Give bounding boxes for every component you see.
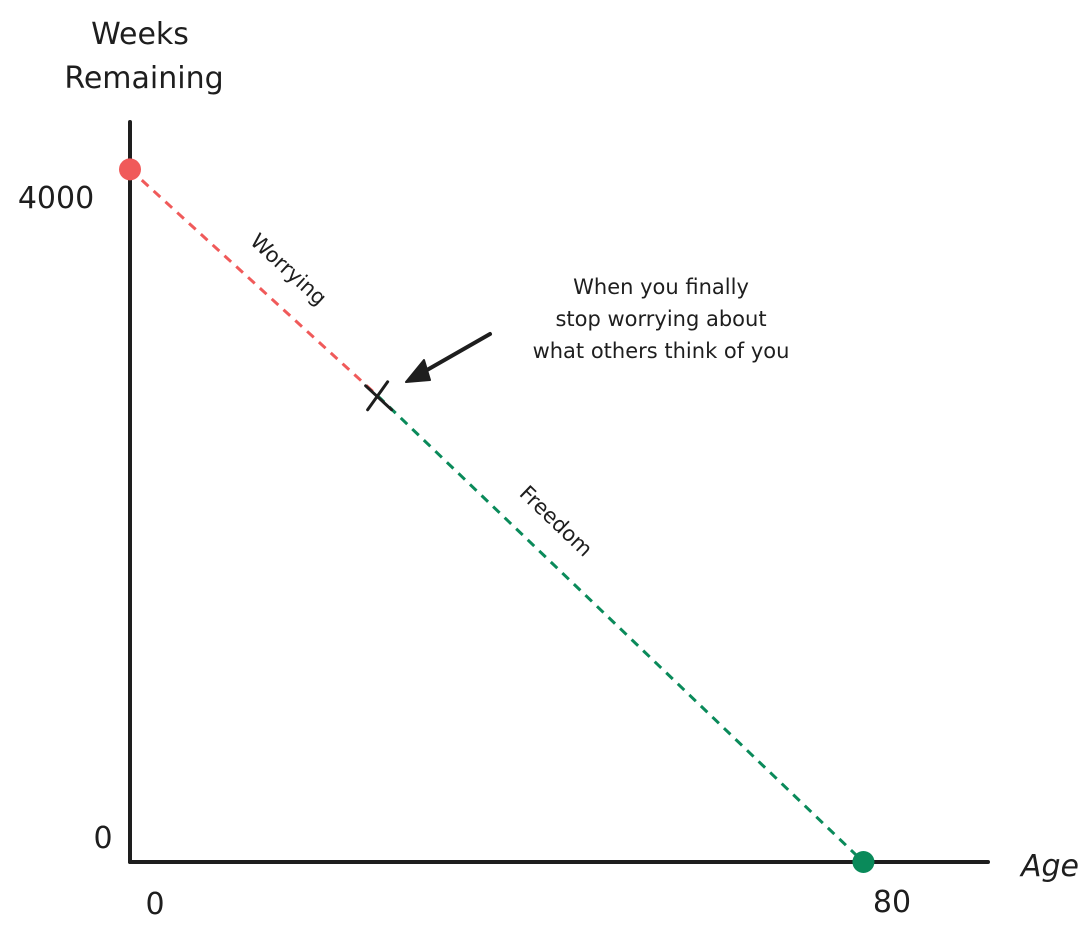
series-layer xyxy=(119,158,875,873)
start-point-marker xyxy=(119,158,141,181)
series-line-freedom xyxy=(376,394,865,864)
series-label-worrying: Worrying xyxy=(246,229,332,310)
cross-stroke-2 xyxy=(364,384,394,412)
y-axis-title-line-1: Weeks xyxy=(91,17,189,52)
series-label-freedom: Freedom xyxy=(515,481,597,561)
x-tick-label-end: 80 xyxy=(873,885,911,920)
y-tick-label-top: 4000 xyxy=(18,181,94,216)
x-tick-label-start: 0 xyxy=(145,887,164,922)
x-axis-title: Age xyxy=(1019,849,1079,884)
cross-mark-icon xyxy=(364,380,394,412)
annotation-line-2: stop worrying about xyxy=(555,307,766,331)
y-axis-title-line-2: Remaining xyxy=(64,61,223,96)
arrow-icon xyxy=(405,332,492,383)
end-point-marker xyxy=(852,851,875,873)
y-tick-label-bottom: 0 xyxy=(93,821,112,856)
annotation-line-1: When you finally xyxy=(573,275,749,299)
series-line-worrying xyxy=(128,168,379,397)
annotation-line-3: what others think of you xyxy=(533,339,790,363)
